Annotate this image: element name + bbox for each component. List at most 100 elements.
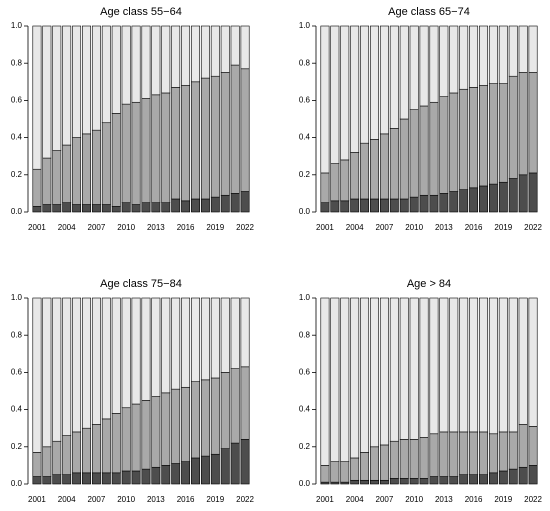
bar-segment — [528, 72, 538, 174]
bar-segment — [469, 87, 479, 189]
bar-segment — [439, 25, 449, 97]
bar-segment — [459, 431, 469, 476]
bar-segment — [220, 448, 230, 485]
bar-segment — [181, 461, 191, 485]
bar-segment — [161, 465, 171, 485]
x-tick-label: 2016 — [465, 223, 483, 232]
bar-segment — [508, 25, 518, 77]
x-tick-label: 2016 — [465, 495, 483, 504]
bar-segment — [111, 297, 121, 414]
bar-segment — [220, 25, 230, 73]
bar-segment — [52, 440, 62, 476]
y-tick-label: 0.2 — [299, 170, 311, 179]
x-tick-label: 2004 — [346, 495, 364, 504]
bar-segment — [479, 185, 488, 213]
bar-segment — [151, 297, 161, 397]
bar-segment — [151, 25, 161, 96]
bar-segment — [498, 470, 508, 485]
bar-segment — [518, 297, 528, 425]
bar-segment — [488, 433, 498, 474]
bar-segment — [469, 474, 479, 485]
y-tick-label: 1.0 — [299, 21, 311, 30]
bar-segment — [200, 297, 210, 381]
bar-segment — [62, 202, 72, 213]
x-tick-label: 2022 — [524, 223, 542, 232]
bar-segment — [488, 297, 498, 435]
bar-segment — [399, 297, 409, 440]
bar-segment — [141, 468, 151, 485]
y-tick-label: 1.0 — [299, 293, 311, 302]
bar-segment — [528, 172, 538, 213]
bar-segment — [82, 297, 91, 429]
bar-segment — [62, 297, 72, 436]
bar-segment — [230, 442, 240, 485]
bar-segment — [32, 297, 42, 453]
bar-segment — [32, 25, 42, 170]
bar-segment — [210, 453, 220, 485]
y-tick-label: 0.6 — [299, 96, 311, 105]
bar-segment — [449, 191, 459, 213]
bar-segment — [52, 474, 62, 485]
bar-segment — [479, 474, 488, 485]
bar-segment — [360, 479, 370, 485]
bar-segment — [131, 101, 141, 205]
bar-segment — [320, 297, 330, 466]
bar-segment — [52, 204, 62, 213]
bar-segment — [439, 193, 449, 213]
y-tick-label: 1.0 — [11, 21, 23, 30]
bar-segment — [379, 297, 389, 446]
x-tick-label: 2010 — [117, 223, 135, 232]
bar-segment — [379, 133, 389, 200]
x-tick-label: 2022 — [524, 495, 542, 504]
bar-segment — [320, 465, 330, 483]
bar-segment — [459, 297, 469, 433]
bar-segment — [32, 168, 42, 207]
bar-segment — [340, 297, 350, 462]
bar-segment — [240, 191, 250, 213]
bar-segment — [42, 297, 52, 448]
bar-segment — [220, 72, 230, 196]
y-tick-label: 0.0 — [299, 479, 311, 488]
bar-segment — [419, 194, 429, 213]
bar-segment — [151, 466, 161, 485]
y-tick-label: 0.2 — [11, 170, 23, 179]
bar-segment — [42, 446, 52, 477]
bar-segment — [498, 25, 508, 84]
bar-segment — [72, 137, 82, 205]
x-tick-label: 2004 — [58, 223, 76, 232]
bar-segment — [370, 446, 379, 481]
x-tick-label: 2010 — [405, 223, 423, 232]
bar-segment — [360, 25, 370, 144]
bar-segment — [161, 25, 171, 94]
x-tick-label: 2010 — [405, 495, 423, 504]
bar-segment — [72, 297, 82, 433]
bar-segment — [449, 297, 459, 433]
bar-segment — [200, 198, 210, 213]
bar-segment — [399, 198, 409, 213]
bar-segment — [131, 204, 141, 213]
bar-segment — [210, 75, 220, 198]
bar-segment — [350, 457, 360, 481]
bar-segment — [340, 25, 350, 161]
bar-segment — [42, 476, 52, 485]
bar-segment — [330, 200, 340, 213]
bar-segment — [240, 439, 250, 485]
bar-segment — [151, 202, 161, 213]
bar-segment — [161, 92, 171, 203]
bar-segment — [528, 25, 538, 73]
y-tick-label: 0.4 — [11, 405, 23, 414]
bar-segment — [379, 479, 389, 485]
bar-segment — [508, 431, 518, 470]
bar-segment — [181, 85, 191, 202]
bar-segment — [191, 297, 200, 382]
bar-segment — [409, 439, 419, 479]
bar-segment — [479, 25, 488, 86]
bar-segment — [439, 297, 449, 433]
x-tick-label: 2013 — [435, 223, 453, 232]
bar-segment — [389, 297, 399, 442]
bar-segment — [399, 478, 409, 485]
bar-segment — [131, 25, 141, 103]
bar-segment — [419, 297, 429, 438]
bar-segment — [181, 25, 191, 86]
y-tick-label: 0.6 — [11, 368, 23, 377]
